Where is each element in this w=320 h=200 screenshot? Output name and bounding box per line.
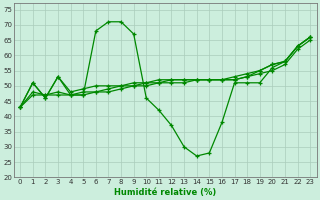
X-axis label: Humidité relative (%): Humidité relative (%) [114, 188, 216, 197]
